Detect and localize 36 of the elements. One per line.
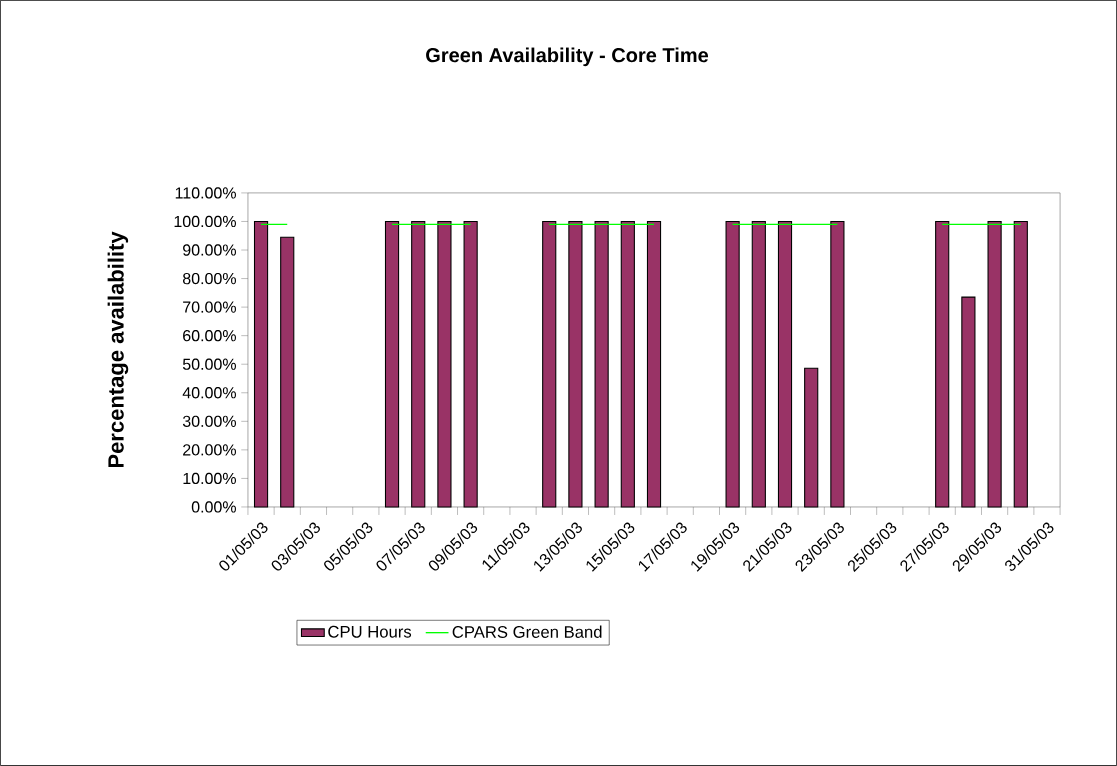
y-tick-label: 110.00%: [175, 187, 236, 199]
y-tick-label: 20.00%: [183, 444, 236, 456]
bar: [961, 296, 976, 508]
bar: [830, 220, 845, 508]
bar: [1013, 220, 1028, 508]
bar: [463, 220, 478, 508]
bar: [437, 220, 452, 508]
bar: [751, 220, 766, 508]
bar: [935, 220, 950, 508]
bar: [725, 220, 740, 508]
y-tick-label: 60.00%: [183, 330, 236, 342]
bar: [620, 220, 635, 508]
bar: [646, 220, 662, 508]
legend-label: CPU Hours: [328, 625, 412, 638]
y-tick-label: 90.00%: [183, 244, 236, 256]
bar: [280, 236, 295, 508]
bar: [253, 220, 269, 508]
y-tick-label: 30.00%: [182, 415, 236, 428]
chart-title: Green Availability - Core Time: [426, 47, 709, 67]
bar: [594, 220, 609, 508]
y-tick-label: 80.00%: [182, 272, 236, 285]
bar: [987, 220, 1002, 508]
bar: [542, 220, 557, 508]
y-tick-label: 100.00%: [174, 215, 236, 228]
bar: [384, 220, 400, 508]
y-tick-label: 70.00%: [183, 301, 236, 313]
bar: [804, 367, 819, 508]
y-axis-title: Percentage availability: [107, 231, 129, 468]
y-tick-label: 50.00%: [182, 358, 236, 370]
y-tick-label: 10.00%: [183, 472, 236, 485]
legend-label: CPARS Green Band: [452, 625, 602, 638]
bar: [411, 220, 426, 508]
y-tick-label: 40.00%: [182, 387, 236, 399]
bar: [568, 220, 583, 508]
bar: [777, 220, 793, 508]
y-tick-label: 0.00%: [191, 501, 236, 513]
